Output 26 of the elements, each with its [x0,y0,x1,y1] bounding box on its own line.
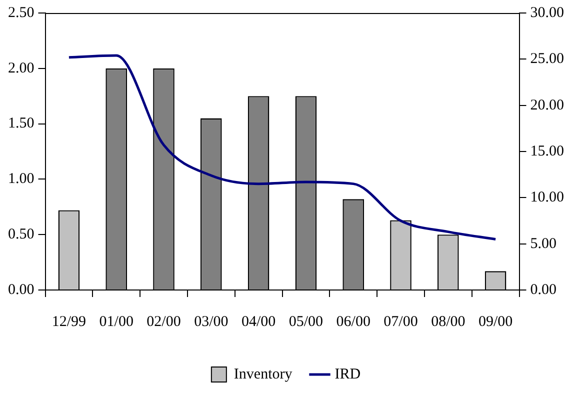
y-tick-label: 1.00 [8,171,34,188]
line-series [68,54,497,240]
x-tick-label: 12/99 [52,314,86,330]
y-tick-label: 2.00 [8,60,34,76]
y-tick-label: 0.50 [8,226,34,243]
x-tick-label: 04/00 [241,314,276,330]
y2-tick-label: 20.00 [530,97,564,114]
legend-label: Inventory [234,366,293,382]
y2-tick-label: 30.00 [530,4,564,21]
y2-tick-label: 0.00 [530,282,556,298]
x-tick-label: 03/00 [194,314,228,330]
x-tick-label: 05/00 [288,314,324,330]
legend-label: IRD [334,366,361,382]
y2-tick-label: 25.00 [530,51,564,68]
x-tick-label: 06/00 [336,314,370,330]
x-tick-label: 07/00 [384,314,418,330]
y2-tick-label: 15.00 [530,143,564,160]
y-tick-label: 2.50 [8,4,34,21]
y-tick-label: 0.00 [8,282,34,298]
x-tick-label: 02/00 [146,314,181,330]
x-tick-label: 01/00 [99,314,134,330]
y-tick-label: 1.50 [8,116,34,132]
x-tick-label: 08/00 [431,314,466,330]
y2-tick-label: 10.00 [530,190,564,206]
x-tick-label: 09/00 [478,314,513,330]
y2-tick-label: 5.00 [530,236,556,252]
